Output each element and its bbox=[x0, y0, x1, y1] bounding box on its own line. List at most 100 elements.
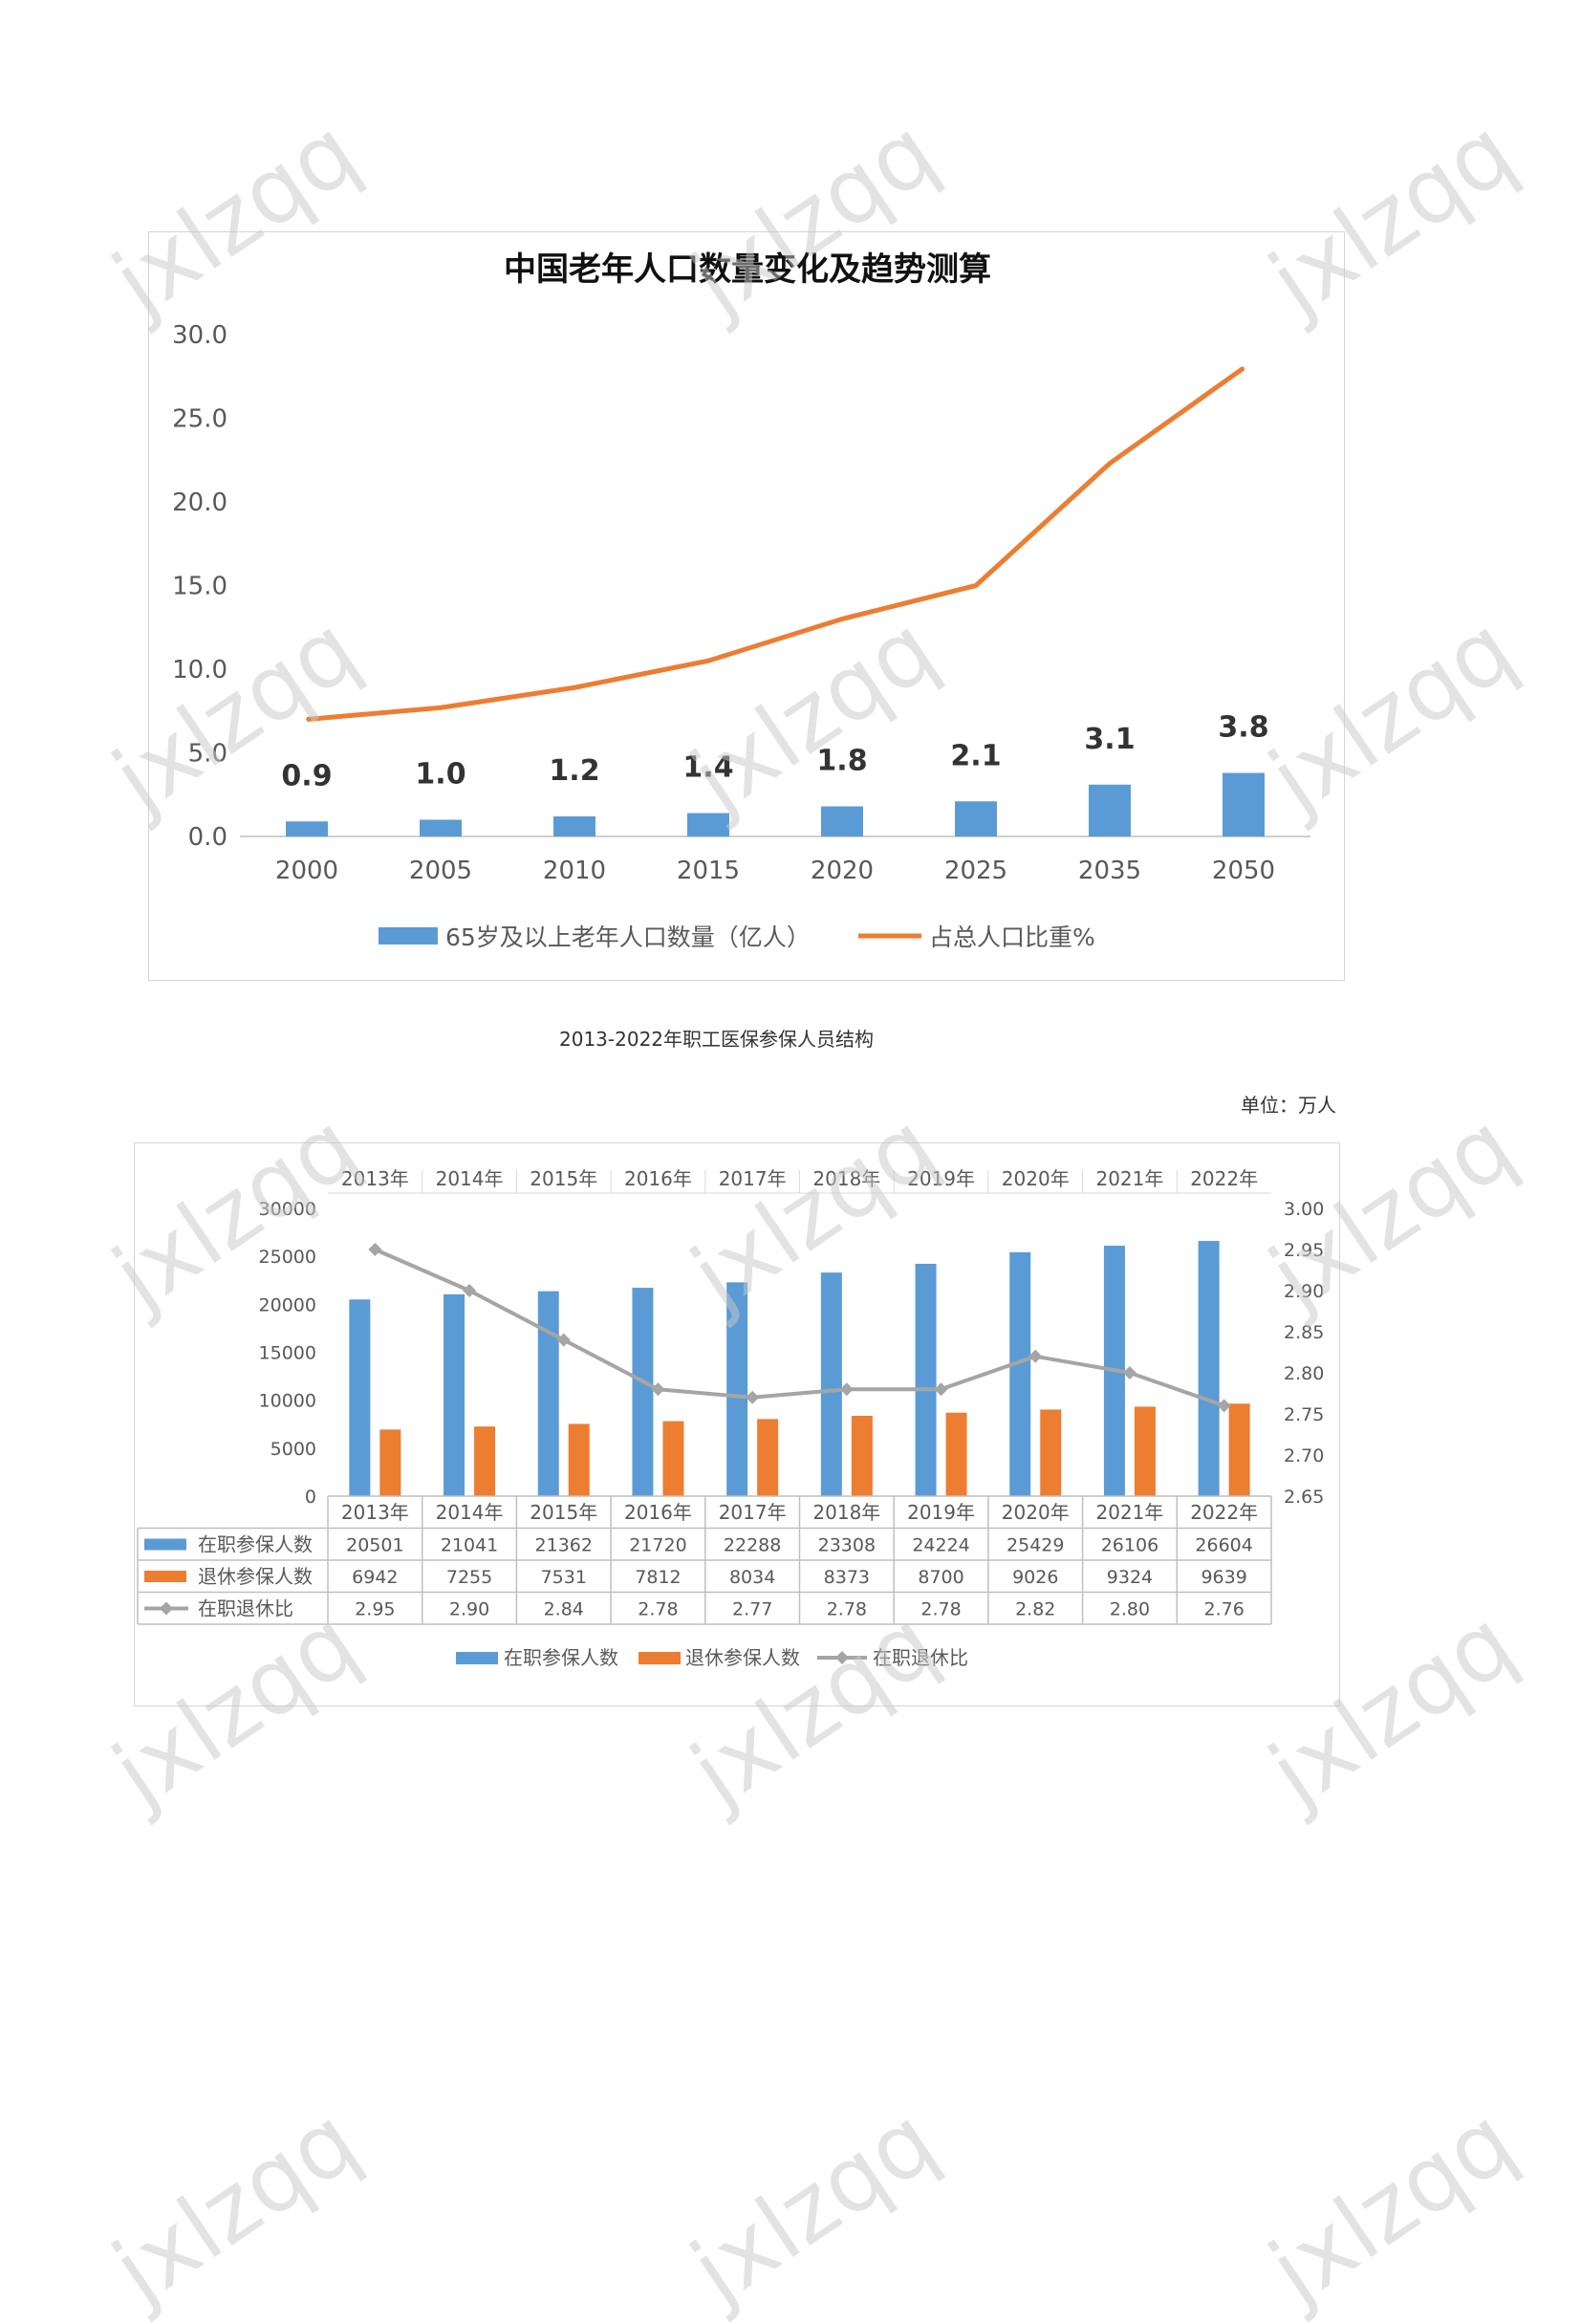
x-tick-label-top: 2020年 bbox=[1002, 1167, 1070, 1190]
ratio-point bbox=[934, 1382, 948, 1397]
table-legend-swatch bbox=[144, 1571, 186, 1582]
ratio-point bbox=[1217, 1399, 1231, 1413]
table-cell: 23308 bbox=[818, 1535, 876, 1556]
insurance-structure-chart: 2013年 2014年 2015年 2016年 2017年 2018年 2019年 2020年… bbox=[134, 1142, 1340, 1706]
table-header-cell: 2020年 bbox=[1002, 1501, 1070, 1524]
x-tick-label: 2035 bbox=[1078, 857, 1141, 885]
table-cell: 21720 bbox=[629, 1535, 686, 1556]
table-cell: 2.95 bbox=[355, 1599, 395, 1620]
x-tick-label-top: 2013年 bbox=[341, 1167, 409, 1190]
table-cell: 2.78 bbox=[638, 1599, 678, 1620]
bar-retired bbox=[945, 1412, 967, 1496]
ratio-point bbox=[556, 1333, 571, 1347]
ratio-point bbox=[839, 1382, 854, 1397]
ratio-point bbox=[746, 1390, 760, 1404]
bar bbox=[955, 801, 997, 836]
table-cell: 2.78 bbox=[920, 1599, 961, 1620]
legend-bar-label: 65岁及以上老年人口数量（亿人） bbox=[445, 923, 811, 951]
bar-retired bbox=[851, 1415, 873, 1496]
x-tick-label-top: 2018年 bbox=[812, 1167, 880, 1190]
bar-retired bbox=[1040, 1409, 1062, 1496]
table-header-cell: 2016年 bbox=[624, 1501, 692, 1524]
y-tick-label: 10000 bbox=[259, 1391, 316, 1412]
bar-active bbox=[349, 1299, 371, 1496]
page: 中国老年人口数量变化及趋势测算 0.0 5.0 10.0 15.0 20.0 25.0 30.… bbox=[96, 99, 1532, 2324]
table-cell: 20501 bbox=[346, 1535, 403, 1556]
ratio-point bbox=[368, 1243, 382, 1256]
bar-active bbox=[820, 1272, 842, 1496]
table-header-cell: 2015年 bbox=[530, 1501, 597, 1524]
y-tick-label: 0.0 bbox=[188, 823, 227, 852]
legend-label-retired: 退休参保人数 bbox=[685, 1646, 800, 1669]
y-tick-label: 0 bbox=[305, 1487, 316, 1508]
x-tick-label: 2005 bbox=[409, 857, 472, 885]
bar-data-label: 3.8 bbox=[1218, 711, 1268, 745]
bar bbox=[1089, 784, 1131, 836]
x-tick-label: 2025 bbox=[944, 857, 1007, 885]
legend-marker-ratio bbox=[835, 1651, 849, 1664]
y2-tick-label: 2.65 bbox=[1284, 1487, 1324, 1508]
y-tick-label: 30000 bbox=[259, 1199, 316, 1220]
table-header-cell: 2019年 bbox=[907, 1501, 975, 1524]
insurance-chart-unit: 单位：万人 bbox=[1241, 1094, 1336, 1117]
table-cell: 2.76 bbox=[1203, 1599, 1244, 1620]
y-tick-label: 5000 bbox=[271, 1439, 316, 1460]
legend-swatch-retired bbox=[638, 1652, 681, 1664]
y-tick-label: 15.0 bbox=[172, 573, 227, 601]
bar-data-label: 0.9 bbox=[281, 759, 332, 793]
bar-data-label: 1.8 bbox=[816, 745, 867, 778]
x-tick-label-top: 2014年 bbox=[436, 1167, 504, 1190]
y2-tick-label: 2.80 bbox=[1284, 1363, 1324, 1384]
bar-data-label: 2.1 bbox=[950, 739, 1001, 772]
bar bbox=[1223, 772, 1265, 836]
x-tick-label-top: 2021年 bbox=[1095, 1167, 1163, 1190]
table-cell: 21041 bbox=[441, 1535, 498, 1556]
x-tick-label-top: 2017年 bbox=[719, 1167, 787, 1190]
table-cell: 8373 bbox=[824, 1567, 870, 1588]
table-header-cell: 2013年 bbox=[341, 1501, 409, 1524]
legend-label-ratio: 在职退休比 bbox=[873, 1646, 968, 1669]
table-row-label: 退休参保人数 bbox=[198, 1565, 313, 1588]
elderly-population-chart: 中国老年人口数量变化及趋势测算 0.0 5.0 10.0 15.0 20.0 25.0 30.… bbox=[148, 231, 1345, 981]
table-cell: 24224 bbox=[912, 1535, 969, 1556]
table-cell: 7812 bbox=[635, 1567, 681, 1588]
x-tick-label-top: 2019年 bbox=[907, 1167, 975, 1190]
y2-tick-label: 2.90 bbox=[1284, 1281, 1324, 1302]
x-tick-label: 2050 bbox=[1212, 857, 1275, 885]
table-cell: 7531 bbox=[541, 1567, 587, 1588]
x-tick-label: 2010 bbox=[543, 857, 606, 885]
table-cell: 9324 bbox=[1107, 1567, 1153, 1588]
table-cell: 2.82 bbox=[1015, 1599, 1055, 1620]
table-cell: 6942 bbox=[352, 1567, 398, 1588]
bar-data-label: 1.2 bbox=[549, 754, 599, 788]
y2-tick-label: 2.85 bbox=[1284, 1322, 1324, 1343]
x-tick-label: 2015 bbox=[677, 857, 740, 885]
bar-retired bbox=[757, 1419, 779, 1496]
bar-retired bbox=[379, 1429, 401, 1496]
bar-active bbox=[1009, 1251, 1031, 1496]
table-row-label: 在职参保人数 bbox=[198, 1533, 313, 1556]
y-tick-label: 10.0 bbox=[172, 656, 227, 684]
table-header-cell: 2018年 bbox=[812, 1501, 880, 1524]
line-point bbox=[1109, 462, 1111, 465]
line-point bbox=[440, 706, 442, 709]
x-tick-label-top: 2016年 bbox=[624, 1167, 692, 1190]
insurance-chart-caption: 2013-2022年职工医保参保人员结构 bbox=[559, 1028, 875, 1051]
bar-data-label: 1.4 bbox=[682, 751, 733, 785]
table-header-cell: 2021年 bbox=[1095, 1501, 1163, 1524]
table-cell: 7255 bbox=[446, 1567, 492, 1588]
table-legend-swatch bbox=[144, 1538, 186, 1551]
y2-tick-label: 3.00 bbox=[1284, 1199, 1324, 1220]
watermark-text: jxlzqq bbox=[1252, 2087, 1533, 2324]
y2-tick-label: 2.75 bbox=[1284, 1404, 1324, 1425]
x-tick-label-top: 2015年 bbox=[530, 1167, 597, 1190]
line-series bbox=[306, 365, 1245, 722]
bar-active bbox=[1198, 1241, 1220, 1496]
bar-retired bbox=[1228, 1403, 1250, 1496]
table-cell: 2.77 bbox=[732, 1599, 772, 1620]
legend-line-label: 占总人口比重% bbox=[929, 923, 1095, 951]
bar bbox=[553, 816, 595, 836]
bar-retired bbox=[1134, 1406, 1156, 1496]
table-cell: 9026 bbox=[1012, 1567, 1058, 1588]
table-cell: 2.90 bbox=[449, 1599, 489, 1620]
